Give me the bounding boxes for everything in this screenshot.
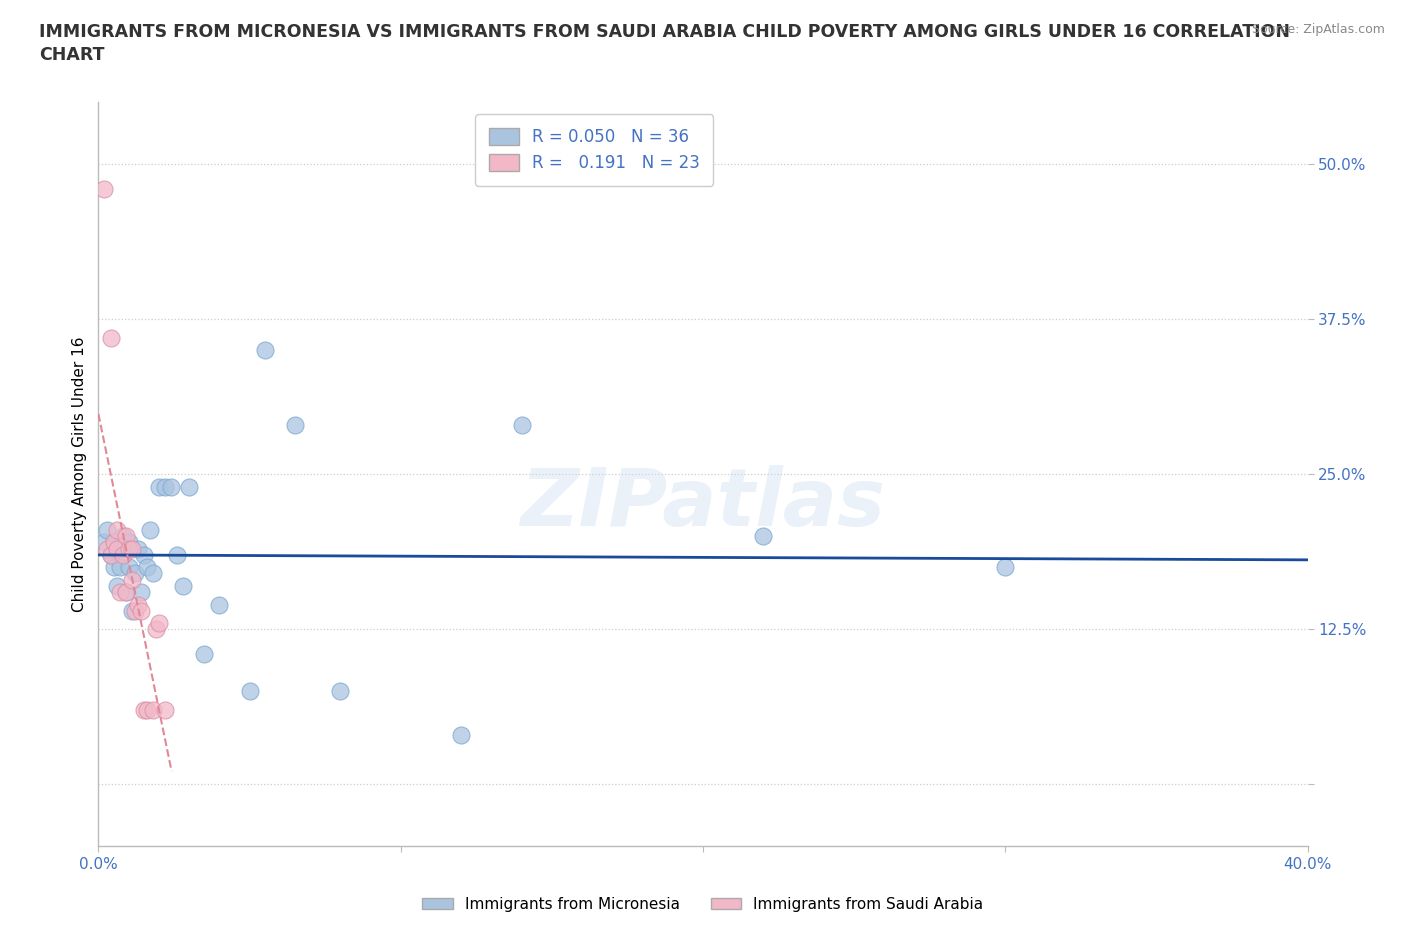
Point — [105, 523, 128, 538]
Point — [114, 585, 136, 600]
Point — [129, 585, 152, 600]
Point — [166, 548, 188, 563]
Point — [193, 646, 215, 661]
Point — [100, 548, 122, 563]
Point — [160, 479, 183, 494]
Point — [118, 560, 141, 575]
Legend: R = 0.050   N = 36, R =   0.191   N = 23: R = 0.050 N = 36, R = 0.191 N = 23 — [475, 114, 713, 186]
Point — [121, 604, 143, 618]
Point — [96, 523, 118, 538]
Point — [127, 597, 149, 612]
Text: CHART: CHART — [39, 46, 105, 64]
Point — [108, 585, 131, 600]
Point — [105, 578, 128, 593]
Point — [142, 566, 165, 581]
Point — [103, 535, 125, 550]
Point — [139, 523, 162, 538]
Point — [172, 578, 194, 593]
Point — [132, 702, 155, 717]
Point — [111, 548, 134, 563]
Point — [179, 479, 201, 494]
Point — [121, 541, 143, 556]
Point — [129, 604, 152, 618]
Point — [142, 702, 165, 717]
Point — [994, 560, 1017, 575]
Point — [208, 597, 231, 612]
Point — [93, 535, 115, 550]
Point — [132, 548, 155, 563]
Point — [145, 622, 167, 637]
Point — [105, 541, 128, 556]
Point — [103, 535, 125, 550]
Text: Source: ZipAtlas.com: Source: ZipAtlas.com — [1251, 23, 1385, 36]
Point — [93, 181, 115, 196]
Point — [148, 479, 170, 494]
Point — [100, 548, 122, 563]
Point — [96, 541, 118, 556]
Point — [100, 330, 122, 345]
Point — [510, 418, 533, 432]
Point — [124, 566, 146, 581]
Text: IMMIGRANTS FROM MICRONESIA VS IMMIGRANTS FROM SAUDI ARABIA CHILD POVERTY AMONG G: IMMIGRANTS FROM MICRONESIA VS IMMIGRANTS… — [39, 23, 1291, 41]
Point — [124, 604, 146, 618]
Point — [111, 541, 134, 556]
Point — [118, 541, 141, 556]
Point — [118, 535, 141, 550]
Point — [127, 541, 149, 556]
Point — [239, 684, 262, 698]
Point — [253, 343, 276, 358]
Legend: Immigrants from Micronesia, Immigrants from Saudi Arabia: Immigrants from Micronesia, Immigrants f… — [416, 891, 990, 918]
Point — [752, 529, 775, 544]
Point — [111, 529, 134, 544]
Point — [103, 560, 125, 575]
Point — [153, 479, 176, 494]
Point — [121, 572, 143, 587]
Point — [153, 702, 176, 717]
Point — [114, 585, 136, 600]
Point — [135, 560, 157, 575]
Point — [114, 529, 136, 544]
Point — [329, 684, 352, 698]
Point — [148, 616, 170, 631]
Point — [135, 702, 157, 717]
Point — [284, 418, 307, 432]
Y-axis label: Child Poverty Among Girls Under 16: Child Poverty Among Girls Under 16 — [72, 337, 87, 612]
Text: ZIPatlas: ZIPatlas — [520, 465, 886, 543]
Point — [450, 727, 472, 742]
Point — [108, 560, 131, 575]
